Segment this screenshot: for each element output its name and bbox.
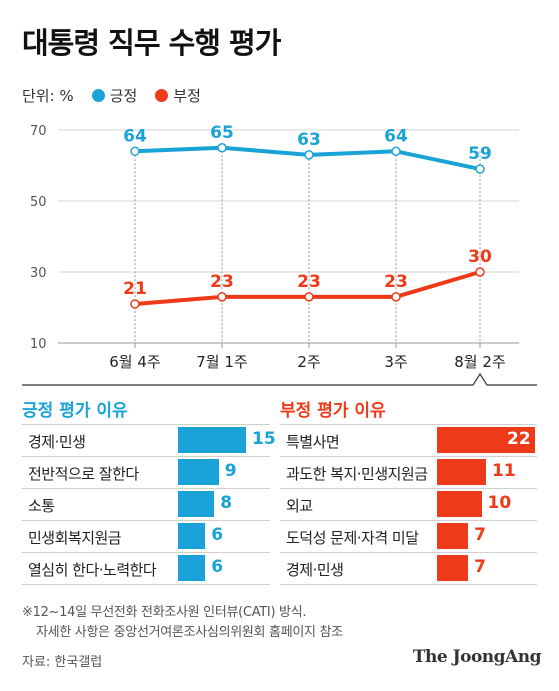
reason-bar bbox=[437, 459, 486, 485]
negative-dot-icon bbox=[155, 89, 169, 102]
reason-label: 소통 bbox=[28, 497, 55, 515]
section-title: 부정 평가 이유 bbox=[280, 401, 386, 421]
x-tick-label: 7월 1주 bbox=[196, 353, 247, 371]
reason-bar bbox=[178, 459, 219, 485]
data-point bbox=[391, 146, 401, 157]
positive-dot-icon bbox=[91, 89, 105, 102]
data-label: 30 bbox=[468, 247, 492, 267]
reason-bar bbox=[178, 427, 246, 453]
reason-value: 15 bbox=[252, 429, 276, 449]
data-point bbox=[391, 292, 401, 302]
reason-bar bbox=[437, 427, 535, 453]
row-divider bbox=[22, 488, 270, 489]
reason-label: 민생회복지원금 bbox=[28, 529, 122, 547]
reason-value: 22 bbox=[507, 429, 531, 449]
reason-value: 11 bbox=[492, 461, 516, 481]
data-label: 23 bbox=[297, 272, 321, 292]
reason-bar bbox=[178, 491, 215, 517]
reason-bar bbox=[437, 523, 469, 549]
row-divider bbox=[280, 584, 537, 585]
data-point bbox=[217, 292, 227, 302]
row-divider bbox=[280, 488, 537, 489]
reason-label: 경제·민생 bbox=[28, 433, 86, 451]
data-label: 63 bbox=[297, 130, 321, 150]
reason-value: 6 bbox=[211, 525, 224, 545]
source-label: 자료: 한국갤럽 bbox=[22, 655, 103, 670]
survey-note-1: ※12~14일 무선전화 전화조사원 인터뷰(CATI) 방식. bbox=[22, 605, 307, 620]
data-point bbox=[304, 292, 314, 302]
reason-label: 특별사면 bbox=[286, 433, 340, 451]
row-divider bbox=[280, 456, 537, 457]
y-tick-label: 50 bbox=[30, 195, 47, 210]
data-label: 21 bbox=[123, 279, 147, 299]
row-divider bbox=[22, 456, 270, 457]
reason-bar bbox=[178, 555, 206, 581]
row-divider bbox=[22, 520, 270, 521]
section-title: 긍정 평가 이유 bbox=[22, 401, 128, 421]
data-point bbox=[217, 143, 227, 153]
reason-label: 경제·민생 bbox=[286, 561, 344, 579]
survey-note-2: 자세한 사항은 중앙선거여론조사심의위원회 홈페이지 참조 bbox=[36, 625, 343, 640]
reason-bar bbox=[437, 555, 469, 581]
x-tick-label: 8월 2주 bbox=[454, 353, 505, 371]
y-tick-label: 30 bbox=[30, 266, 47, 281]
reason-label: 열심히 한다·노력한다 bbox=[28, 561, 157, 579]
legend-negative-label: 부정 bbox=[173, 87, 201, 105]
reason-value: 9 bbox=[224, 461, 237, 481]
data-label: 64 bbox=[123, 126, 147, 146]
y-tick-label: 70 bbox=[30, 124, 47, 139]
reason-label: 전반적으로 잘한다 bbox=[28, 465, 139, 483]
highlight-pointer bbox=[22, 372, 537, 386]
reason-value: 7 bbox=[474, 525, 487, 545]
x-tick-label: 2주 bbox=[297, 353, 320, 371]
brand-logo: The JoongAng bbox=[412, 647, 542, 667]
row-divider bbox=[22, 584, 270, 585]
row-divider bbox=[280, 552, 537, 553]
data-label: 23 bbox=[210, 272, 234, 292]
data-point bbox=[130, 299, 140, 309]
data-point bbox=[475, 267, 485, 277]
unit-label: 단위: % bbox=[22, 87, 74, 105]
reason-bar bbox=[178, 523, 206, 549]
legend: 단위: % 긍정 부정 bbox=[22, 85, 219, 106]
legend-positive-label: 긍정 bbox=[109, 87, 138, 105]
y-tick-label: 10 bbox=[30, 337, 47, 352]
row-divider bbox=[280, 424, 537, 425]
x-tick-label: 3주 bbox=[384, 353, 407, 371]
data-label: 64 bbox=[384, 126, 408, 146]
x-tick-label: 6월 4주 bbox=[109, 353, 160, 371]
reason-bar bbox=[437, 491, 482, 517]
reason-label: 과도한 복지·민생지원금 bbox=[286, 465, 428, 483]
data-point bbox=[304, 150, 314, 160]
reason-label: 도덕성 문제·자격 미달 bbox=[286, 529, 419, 547]
reason-value: 6 bbox=[211, 557, 224, 577]
reason-value: 8 bbox=[220, 493, 233, 513]
row-divider bbox=[22, 424, 270, 425]
data-point bbox=[475, 164, 485, 174]
data-label: 59 bbox=[468, 144, 492, 164]
line-chart: 70 50 30 10 6월 4주 7월 1주 2주 3주 8월 2주 64 65 63 64 59 21 2… bbox=[22, 123, 537, 386]
reason-value: 10 bbox=[487, 493, 512, 513]
legend-positive: 긍정 bbox=[91, 85, 138, 106]
reason-value: 7 bbox=[474, 557, 487, 577]
data-label: 23 bbox=[384, 272, 408, 292]
legend-negative: 부정 bbox=[155, 85, 201, 106]
row-divider bbox=[22, 552, 270, 553]
data-label: 65 bbox=[210, 123, 234, 143]
reason-label: 외교 bbox=[286, 497, 313, 515]
data-point bbox=[130, 146, 140, 157]
chart-title: 대통령 직무 수행 평가 bbox=[22, 26, 281, 60]
row-divider bbox=[280, 520, 537, 521]
